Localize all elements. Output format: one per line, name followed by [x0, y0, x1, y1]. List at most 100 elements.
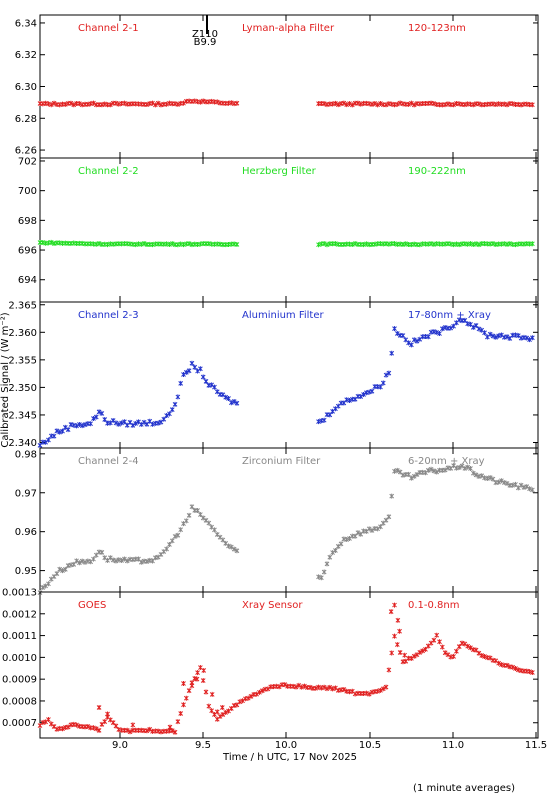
data-point: [327, 554, 333, 560]
panel-label: 190-222nm: [408, 166, 466, 177]
data-point: [194, 676, 200, 682]
panel-goes: 0.0013 0.0012 0.0011 0.0010 0.0009 0.0008 0.00…: [2, 588, 539, 739]
data-point: [259, 688, 265, 694]
data-point: [496, 660, 501, 666]
data-point: [96, 240, 102, 246]
data-point: [175, 532, 181, 538]
data-point: [48, 102, 54, 108]
flare-marker-class-top: Z110: [192, 29, 218, 40]
data-point: [349, 242, 355, 248]
data-point: [355, 530, 361, 536]
data-point: [77, 560, 82, 566]
data-point: [223, 709, 229, 715]
data-point: [186, 512, 192, 518]
data-point: [479, 652, 485, 658]
data-point: [420, 648, 425, 654]
data-point: [411, 473, 417, 479]
data-point: [431, 637, 437, 643]
data-point: [186, 688, 192, 694]
data-point: [451, 102, 456, 108]
data-point: [116, 421, 122, 427]
data-point: [307, 684, 313, 690]
data-point: [487, 331, 493, 337]
data-point: [113, 558, 119, 564]
y-tick-label: 0.0012: [2, 609, 37, 620]
data-point: [513, 665, 518, 671]
data-point: [518, 482, 524, 488]
data-point: [62, 424, 68, 430]
data-point: [335, 102, 341, 108]
data-point: [254, 691, 259, 697]
data-point: [394, 642, 400, 648]
data-series: [37, 602, 535, 735]
data-point: [130, 422, 136, 428]
data-point: [510, 664, 516, 670]
data-point: [164, 413, 169, 419]
data-point: [324, 686, 330, 692]
data-point: [169, 407, 175, 413]
data-point: [192, 364, 198, 370]
y-tick-label: 700: [18, 186, 37, 197]
data-point: [110, 418, 116, 424]
data-point: [107, 555, 113, 561]
data-point: [504, 102, 510, 108]
y-tick-label: 698: [18, 216, 37, 227]
panel-label: Xray Sensor: [242, 600, 303, 611]
y-axis-label: Calibrated Signal / (W m⁻²): [0, 312, 11, 447]
data-point: [102, 719, 108, 725]
data-point: [228, 400, 234, 406]
data-point: [369, 101, 375, 107]
data-point: [219, 704, 225, 710]
data-point: [71, 102, 77, 108]
data-point: [198, 665, 203, 671]
data-point: [276, 684, 282, 690]
panel-frame: [39, 14, 539, 159]
data-point: [341, 686, 347, 692]
data-point: [504, 334, 510, 340]
data-point: [150, 100, 155, 106]
panel-channel-2-3: 2.365 2.360 2.355 2.350 2.345 2.340 Channel 2-…: [8, 300, 539, 449]
data-point: [406, 101, 411, 107]
data-point: [77, 101, 82, 107]
data-point: [62, 101, 68, 107]
data-point: [530, 335, 535, 341]
data-series: [37, 317, 535, 448]
data-point: [454, 648, 459, 654]
data-point: [465, 464, 471, 470]
data-point: [228, 100, 234, 106]
y-tick-label: 696: [18, 246, 37, 257]
panel-label: Aluminium Filter: [242, 310, 325, 321]
data-point: [201, 667, 207, 673]
data-point: [319, 575, 324, 581]
data-point: [68, 100, 74, 106]
data-point: [178, 527, 184, 533]
y-tick-label: 2.360: [8, 328, 37, 339]
data-point: [482, 330, 487, 336]
data-point: [178, 380, 184, 386]
data-point: [214, 709, 220, 715]
y-tick-label: 702: [18, 156, 37, 167]
data-point: [248, 693, 254, 699]
data-point: [57, 566, 63, 572]
data-point: [223, 394, 229, 400]
data-point: [46, 581, 51, 587]
data-point: [200, 374, 206, 380]
data-point: [93, 414, 99, 420]
data-point: [127, 729, 133, 735]
data-point: [206, 520, 212, 526]
data-point: [439, 644, 445, 650]
data-series: [37, 98, 535, 108]
data-point: [437, 639, 442, 645]
data-point: [226, 395, 231, 401]
y-tick-label: 0.0010: [2, 653, 37, 664]
data-point: [60, 726, 65, 732]
data-point: [220, 712, 226, 718]
data-point: [234, 400, 240, 406]
data-point: [105, 711, 110, 717]
data-point: [389, 350, 395, 356]
panel-label: Lyman-alpha Filter: [242, 23, 335, 34]
data-point: [499, 478, 504, 484]
data-point: [358, 394, 364, 400]
data-point: [206, 703, 212, 709]
data-point: [186, 241, 192, 247]
